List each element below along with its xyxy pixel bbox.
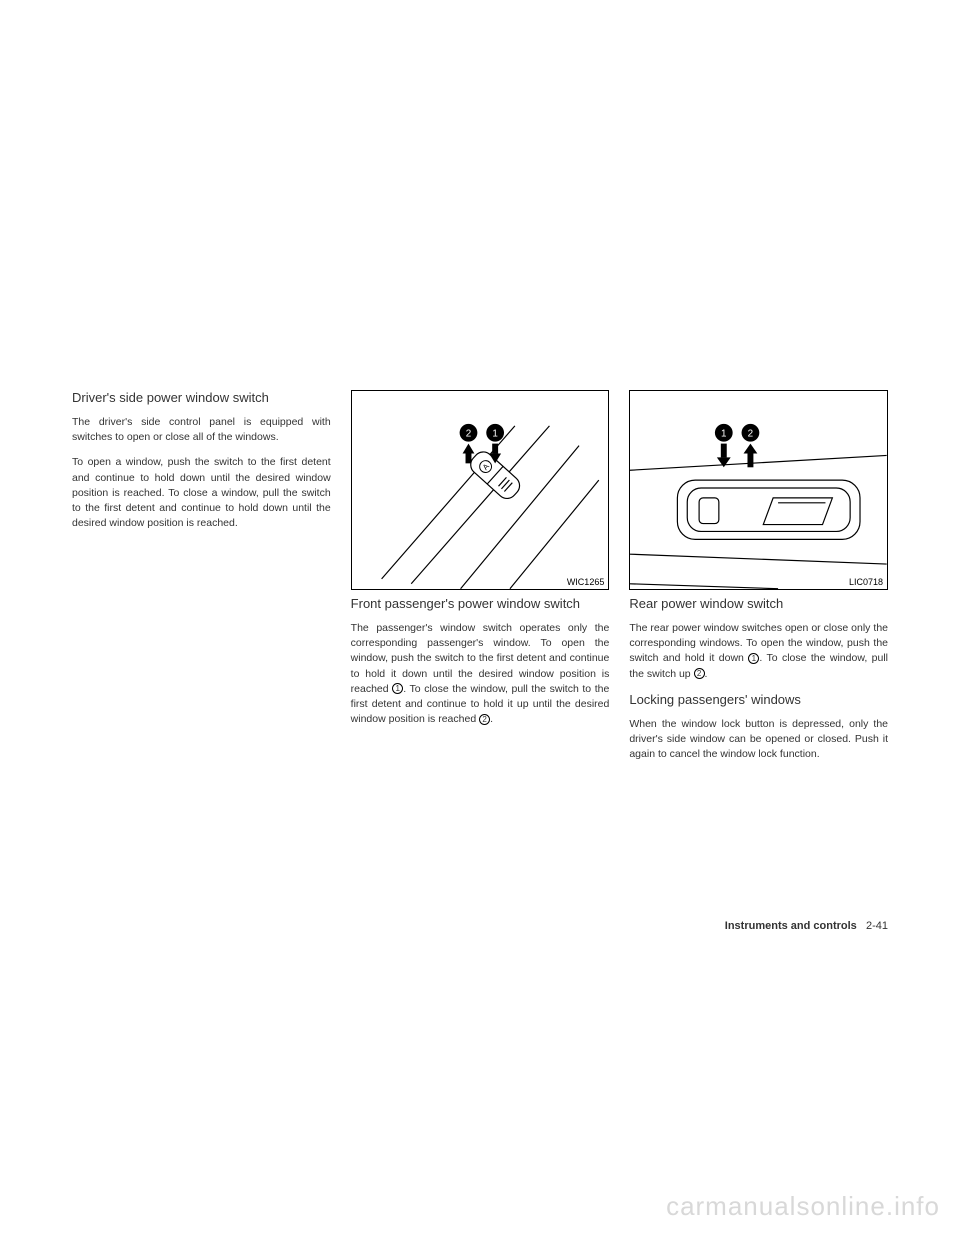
heading-rear-switch: Rear power window switch [629,596,888,613]
column-1: Driver's side power window switch The dr… [72,390,331,772]
paragraph: The rear power window switches open or c… [629,621,888,682]
paragraph: When the window lock button is depressed… [629,717,888,763]
paragraph: To open a window, push the switch to the… [72,455,331,531]
column-3: 1 2 LIC0718 Rear power window switch The… [629,390,888,772]
page-footer: Instruments and controls 2-41 [725,920,888,932]
heading-driver-side: Driver's side power window switch [72,390,331,407]
svg-text:1: 1 [492,429,497,440]
circled-2-icon: 2 [479,714,490,725]
circled-1-icon: 1 [748,653,759,664]
column-2: A 2 1 WIC1265 Front [351,390,610,772]
watermark: carmanualsonline.info [666,1191,940,1222]
footer-section: Instruments and controls [725,920,857,932]
text: . [490,713,493,725]
svg-text:2: 2 [465,429,470,440]
page-content: Driver's side power window switch The dr… [72,390,888,772]
footer-page-number: 2-41 [866,920,888,932]
figure-label: WIC1265 [567,577,605,587]
circled-2-icon: 2 [694,668,705,679]
figure-rear-switch: 1 2 LIC0718 [629,390,888,590]
diagram-svg: A 2 1 [352,391,609,589]
circled-1-icon: 1 [392,683,403,694]
heading-front-passenger: Front passenger's power window switch [351,596,610,613]
text: . [705,668,708,680]
figure-label: LIC0718 [849,577,883,587]
svg-text:1: 1 [721,429,726,440]
diagram-svg: 1 2 [630,391,887,589]
figure-front-passenger-switch: A 2 1 WIC1265 [351,390,610,590]
paragraph: The driver's side control panel is equip… [72,415,331,445]
heading-locking-windows: Locking passengers' windows [629,692,888,709]
svg-text:2: 2 [748,429,753,440]
paragraph: The passenger's window switch operates o… [351,621,610,728]
